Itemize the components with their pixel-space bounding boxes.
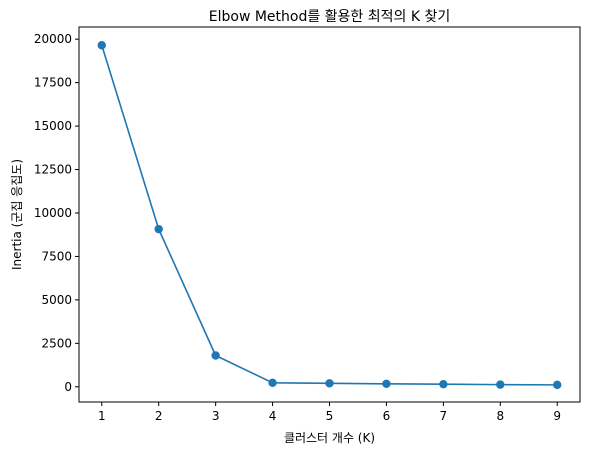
x-tick-label: 5 [326, 409, 334, 423]
plot-frame [78, 26, 581, 403]
x-tick-label: 4 [269, 409, 277, 423]
x-tick-label: 2 [155, 409, 163, 423]
y-tick-label: 15000 [34, 119, 72, 133]
x-tick-label: 8 [496, 409, 504, 423]
x-axis-ticks: 1 2 3 4 5 6 7 8 9 [98, 402, 561, 423]
data-point-marker [553, 380, 562, 390]
y-axis-ticks: 0 2500 5000 7500 10000 12500 15000 17500 20000 [34, 32, 79, 394]
x-axis-label: 클러스터 개수 (K) [284, 431, 375, 445]
y-tick-label: 12500 [34, 163, 72, 177]
plot-area [79, 27, 580, 402]
x-tick-label: 6 [383, 409, 391, 423]
x-tick-label: 9 [553, 409, 561, 423]
y-tick-label: 10000 [34, 206, 72, 220]
y-tick-label: 0 [64, 380, 72, 394]
data-point-marker [439, 379, 448, 389]
chart-title: Elbow Method를 활용한 최적의 K 찾기 [209, 9, 451, 25]
data-point-marker [496, 380, 505, 389]
data-point-marker [325, 379, 334, 388]
data-point-marker [154, 224, 163, 234]
data-point-marker [268, 378, 277, 387]
y-tick-label: 5000 [41, 293, 72, 307]
x-tick-label: 7 [440, 409, 448, 423]
y-tick-label: 17500 [34, 76, 72, 90]
x-tick-label: 1 [98, 409, 106, 423]
data-point-marker [97, 41, 106, 50]
x-tick-label: 3 [212, 409, 220, 423]
y-tick-label: 20000 [34, 32, 72, 46]
y-tick-label: 7500 [41, 249, 72, 263]
y-tick-label: 2500 [41, 336, 72, 350]
data-point-marker [211, 351, 220, 360]
series-layer [97, 41, 562, 390]
y-axis-label: Inertia (군집 응집도) [10, 159, 24, 270]
data-point-marker [382, 379, 391, 389]
